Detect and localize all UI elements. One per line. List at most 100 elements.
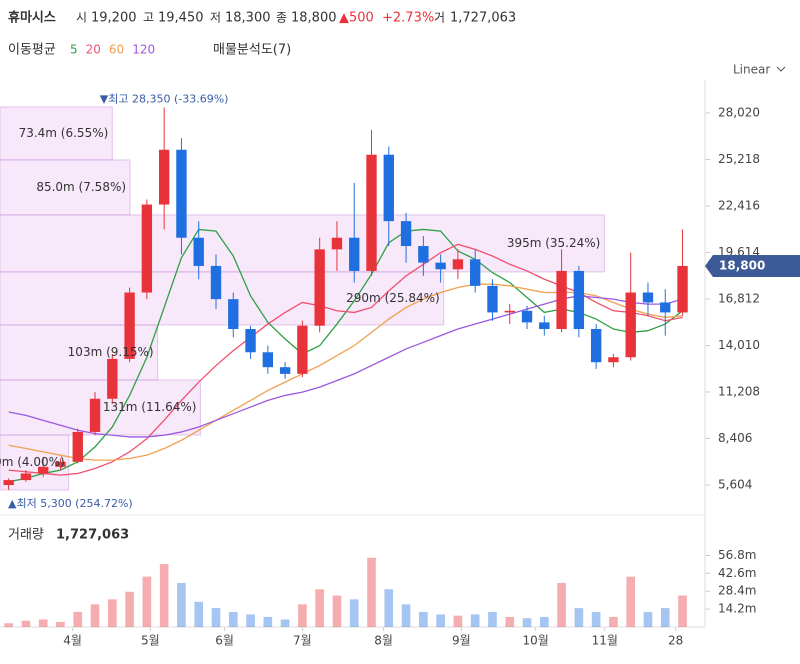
y-tick-label: 14,010 [718, 338, 760, 352]
scale-toggle[interactable]: Linear [733, 63, 770, 77]
label: 저 [210, 11, 221, 25]
volume-bar [488, 611, 497, 627]
volume-tick-label: 28.4m [718, 584, 756, 598]
volume-bar [298, 604, 307, 627]
candle-body [89, 398, 101, 432]
candle-body [452, 259, 464, 270]
candle-body [245, 329, 256, 353]
min-annotation: ▲최저 5,300 (254.72%) [8, 497, 133, 510]
y-tick-label: 25,218 [718, 152, 760, 166]
volume-title: 거래량 [8, 528, 44, 543]
volume-profile-label: 44.9m (4.00%) [0, 455, 65, 469]
dropdown-arrow [776, 66, 786, 72]
volume-bar [522, 618, 532, 627]
candle-body [400, 221, 412, 247]
volume-bar [246, 614, 255, 627]
volume-bar [591, 611, 601, 627]
candle-body [262, 352, 274, 368]
ma-line [8, 243, 683, 476]
candle-body [331, 237, 343, 250]
volume-bar [38, 619, 48, 627]
volume-bar [159, 564, 169, 627]
ma-legend-item: 120 [132, 43, 155, 57]
volume-bar [557, 582, 566, 627]
volume-bar [401, 604, 411, 627]
value: 19,450 [158, 11, 204, 26]
volume-bar [609, 616, 618, 627]
candle-body [210, 265, 222, 300]
candle-body [38, 466, 49, 474]
candle-body [107, 358, 118, 399]
volume-bar [539, 616, 549, 627]
candle-body [573, 270, 585, 330]
volume-bar [505, 616, 515, 627]
label: 거 [434, 11, 445, 25]
candle-body [470, 259, 481, 286]
header: 휴마시스 시 19,200 고 19,450 저 18,300 종 18,800… [8, 10, 516, 26]
candle-body [660, 302, 671, 313]
volume-bar [436, 614, 445, 627]
ma-legend: 5 20 60 120 [70, 43, 155, 57]
candle-body [418, 246, 429, 263]
label: 종 [276, 11, 287, 25]
candle-body [677, 265, 688, 313]
candle-body [435, 262, 446, 270]
volume-bar [4, 623, 13, 627]
ma-title[interactable]: 이동평균 [8, 43, 56, 58]
ma-legend-item: 5 [70, 43, 78, 57]
volume-profile-bar [0, 214, 605, 273]
volume-profile-label: 85.0m (7.58%) [36, 180, 126, 194]
candle-body [20, 473, 32, 481]
candle-body [383, 154, 394, 222]
x-tick-label: 10월 [523, 634, 549, 648]
profile-title[interactable]: 매물분석도(7) [213, 43, 291, 58]
volume-profile-label: 73.4m (6.55%) [19, 126, 109, 140]
volume-tick-label: 42.6m [718, 566, 756, 580]
y-tick-label: 22,416 [718, 198, 760, 212]
candle-body [176, 149, 187, 238]
candle-body [228, 299, 239, 330]
candle-body [279, 367, 291, 374]
candle-body [55, 461, 66, 467]
volume-bar [90, 604, 100, 627]
current-price-label: 18,800 [719, 258, 765, 272]
volume-profile-bar [0, 271, 445, 326]
candle-body [625, 292, 636, 358]
candle-body [590, 329, 602, 363]
x-tick-label: 11월 [592, 634, 618, 648]
x-tick-label: 8월 [374, 634, 393, 648]
volume-tick-label: 56.8m [718, 548, 756, 562]
volume-bar [419, 611, 428, 627]
volume-bar [678, 595, 687, 627]
volume-profile-bar [0, 159, 131, 216]
volume-bar [574, 608, 584, 627]
x-tick-label: 9월 [452, 634, 471, 648]
ma-legend-item: 20 [86, 43, 101, 57]
volume-bar [125, 591, 134, 627]
volume-profile-label: 395m (35.24%) [507, 236, 601, 250]
volume-bar [315, 589, 324, 627]
ma-line [8, 283, 683, 461]
x-tick-label: 5월 [141, 634, 160, 648]
candle-body [297, 325, 308, 374]
volume-bar [660, 608, 670, 627]
y-tick-label: 8,406 [718, 431, 752, 445]
value: 1,727,063 [450, 11, 516, 26]
y-tick-label: 16,812 [718, 291, 760, 305]
label: 시 [76, 11, 87, 25]
volume-bar [73, 611, 83, 627]
x-tick-label: 4월 [63, 634, 82, 648]
label: 고 [143, 11, 154, 25]
candle-body [487, 285, 498, 313]
volume-bar [384, 589, 394, 627]
volume-bar [142, 576, 152, 627]
volume-bar [626, 576, 636, 627]
y-tick-label: 5,604 [718, 477, 752, 491]
volume-bar [56, 621, 65, 627]
volume-bar [177, 582, 186, 627]
candle-body [3, 480, 14, 486]
volume-profile-label: 290m (25.84%) [346, 291, 440, 305]
volume-bar [280, 619, 290, 627]
max-annotation: ▼최고 28,350 (-33.69%) [100, 92, 229, 105]
volume-bar [643, 611, 653, 627]
